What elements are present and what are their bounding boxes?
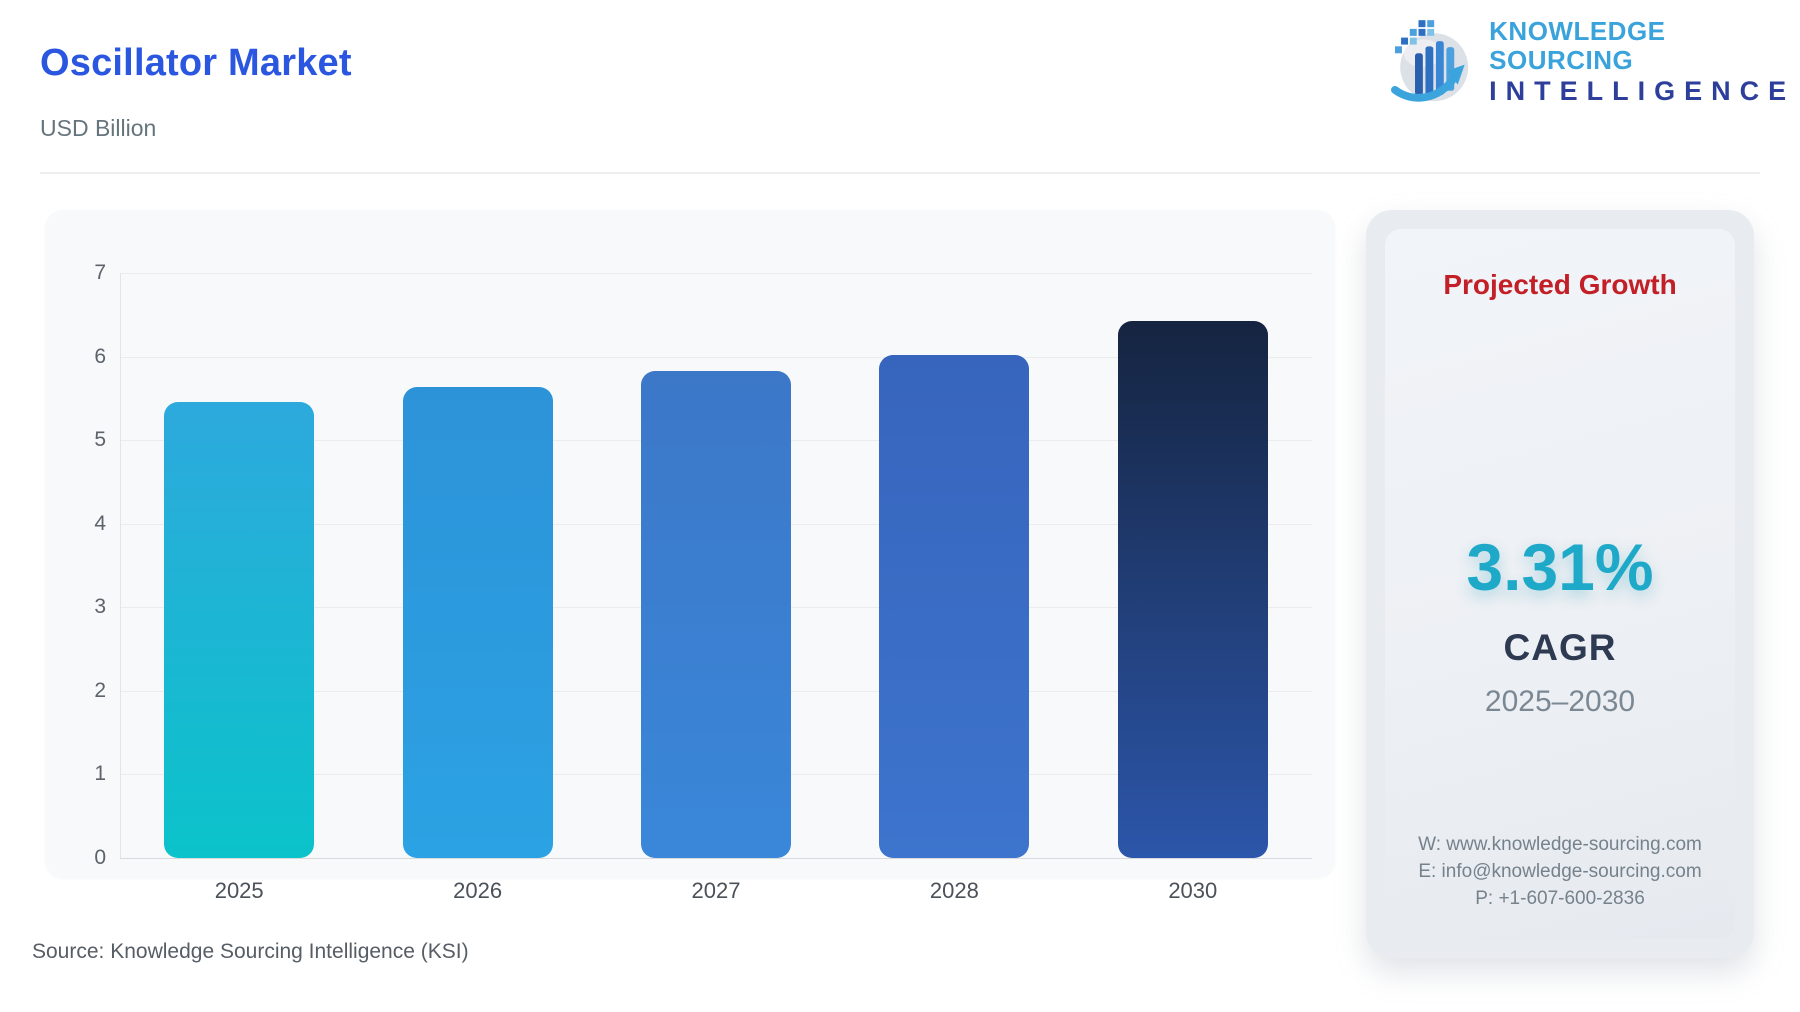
- logo-line1: KNOWLEDGE SOURCING: [1489, 15, 1666, 76]
- plot-area: 0 1 2 3 4 5 6 7 2025 2026 2027 2028 2030: [94, 261, 1312, 903]
- y-tick-label-5: 5: [94, 428, 106, 452]
- x-tick-label-2027: 2027: [691, 878, 741, 903]
- chart-unit-label: USD Billion: [40, 115, 157, 141]
- projected-growth-card: Projected Growth 3.31% CAGR 2025–2030 W:…: [1385, 229, 1735, 939]
- gridline-y0: [120, 858, 1312, 859]
- x-tick-label-2026: 2026: [453, 878, 503, 903]
- bar-2030: [1117, 320, 1268, 858]
- growth-metric-block: 3.31% CAGR 2025–2030: [1466, 529, 1653, 719]
- bar-2027: [641, 370, 791, 858]
- contact-website: W: www.knowledge-sourcing.com: [1418, 834, 1702, 856]
- bar-2025: [164, 401, 315, 858]
- contact-block: W: www.knowledge-sourcing.com E: info@kn…: [1418, 832, 1702, 913]
- bar-chart-card: 0 1 2 3 4 5 6 7 2025 2026 2027 2028 2030: [45, 210, 1335, 903]
- projected-growth-panel: Projected Growth 3.31% CAGR 2025–2030 W:…: [1366, 210, 1754, 958]
- y-tick-label-2: 2: [94, 678, 106, 702]
- bar-chart-globe-arrow-icon: [1391, 20, 1469, 102]
- y-tick-label-0: 0: [94, 846, 106, 869]
- logo-line2: INTELLIGENCE: [1489, 76, 1796, 107]
- company-logo: KNOWLEDGE SOURCING INTELLIGENCE: [1388, 14, 1800, 110]
- contact-email: E: info@knowledge-sourcing.com: [1418, 861, 1702, 883]
- gridline-y7: [120, 273, 1312, 274]
- y-tick-label-3: 3: [94, 595, 106, 619]
- x-tick-label-2030: 2030: [1168, 878, 1218, 903]
- bar-2026: [402, 386, 553, 858]
- y-tick-label-7: 7: [94, 261, 106, 284]
- y-axis-line: [120, 273, 121, 858]
- page-title: Oscillator Market: [40, 42, 352, 84]
- forecast-range: 2025–2030: [1484, 685, 1636, 718]
- x-tick-label-2025: 2025: [214, 878, 264, 903]
- y-tick-label-4: 4: [94, 511, 106, 535]
- cagr-value: 3.31%: [1466, 530, 1654, 604]
- bar-2028: [879, 354, 1030, 858]
- y-tick-label-6: 6: [94, 344, 106, 368]
- contact-phone: P: +1-607-600-2836: [1475, 888, 1645, 910]
- source-note: Source: Knowledge Sourcing Intelligence …: [32, 940, 469, 963]
- x-tick-label-2028: 2028: [929, 878, 979, 903]
- growth-panel-title: Projected Growth: [1443, 269, 1677, 300]
- cagr-label: CAGR: [1503, 627, 1617, 668]
- logo-wordmark: KNOWLEDGE SOURCING INTELLIGENCE: [1489, 15, 1800, 108]
- gridline-y6: [120, 356, 1312, 358]
- header-divider: [40, 172, 1760, 174]
- y-tick-label-1: 1: [94, 762, 106, 786]
